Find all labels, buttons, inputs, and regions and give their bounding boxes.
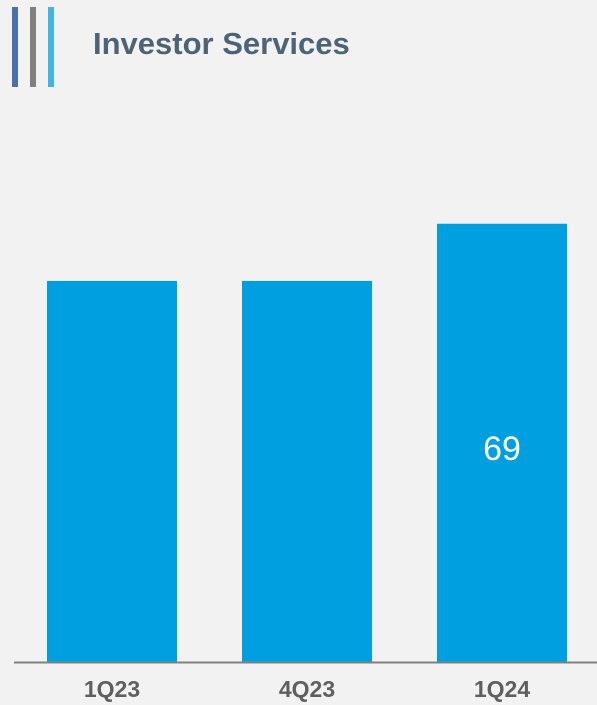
bar-4q23	[242, 280, 372, 662]
chart-title: Investor Services	[93, 26, 350, 61]
accent-bar-cyan	[48, 7, 54, 87]
x-tick-label: 4Q23	[279, 676, 335, 702]
x-tick-label: 1Q24	[474, 676, 530, 702]
bar-1q23	[47, 280, 177, 662]
bar-1q24	[437, 223, 567, 662]
data-label: 69	[483, 430, 521, 468]
x-tick-label: 1Q23	[84, 676, 140, 702]
accent-bar-gray	[30, 7, 36, 87]
accent-bar-blue	[12, 7, 18, 87]
